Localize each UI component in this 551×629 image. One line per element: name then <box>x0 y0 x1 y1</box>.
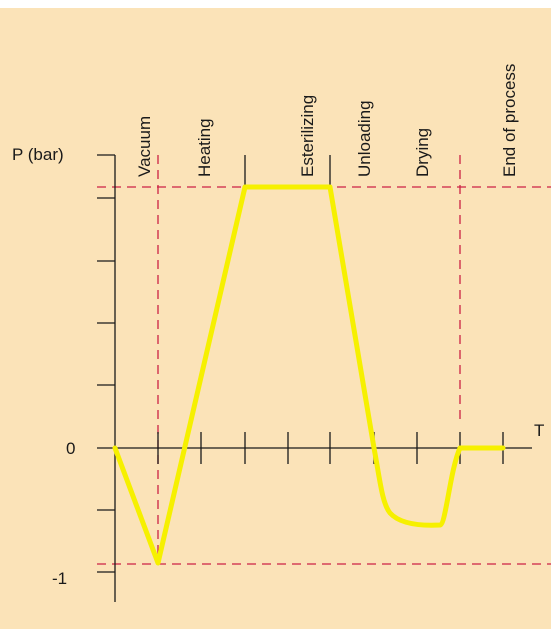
phase-label-vacuum: Vacuum <box>135 116 154 177</box>
phase-label-esterilizing: Esterilizing <box>298 95 317 177</box>
phase-label-end-of-process: End of process <box>500 64 519 177</box>
y-min-label: -1 <box>52 569 67 588</box>
background-panel <box>0 8 551 629</box>
y-zero-label: 0 <box>66 439 75 458</box>
y-axis-title: P (bar) <box>12 145 64 164</box>
phase-dividers <box>244 155 331 185</box>
y-ticks <box>97 197 115 573</box>
phase-label-unloading: Unloading <box>355 100 374 177</box>
x-axis-title: T <box>534 421 544 440</box>
pressure-curve <box>112 184 506 566</box>
phase-label-heating: Heating <box>195 118 214 177</box>
phase-label-drying: Drying <box>413 128 432 177</box>
